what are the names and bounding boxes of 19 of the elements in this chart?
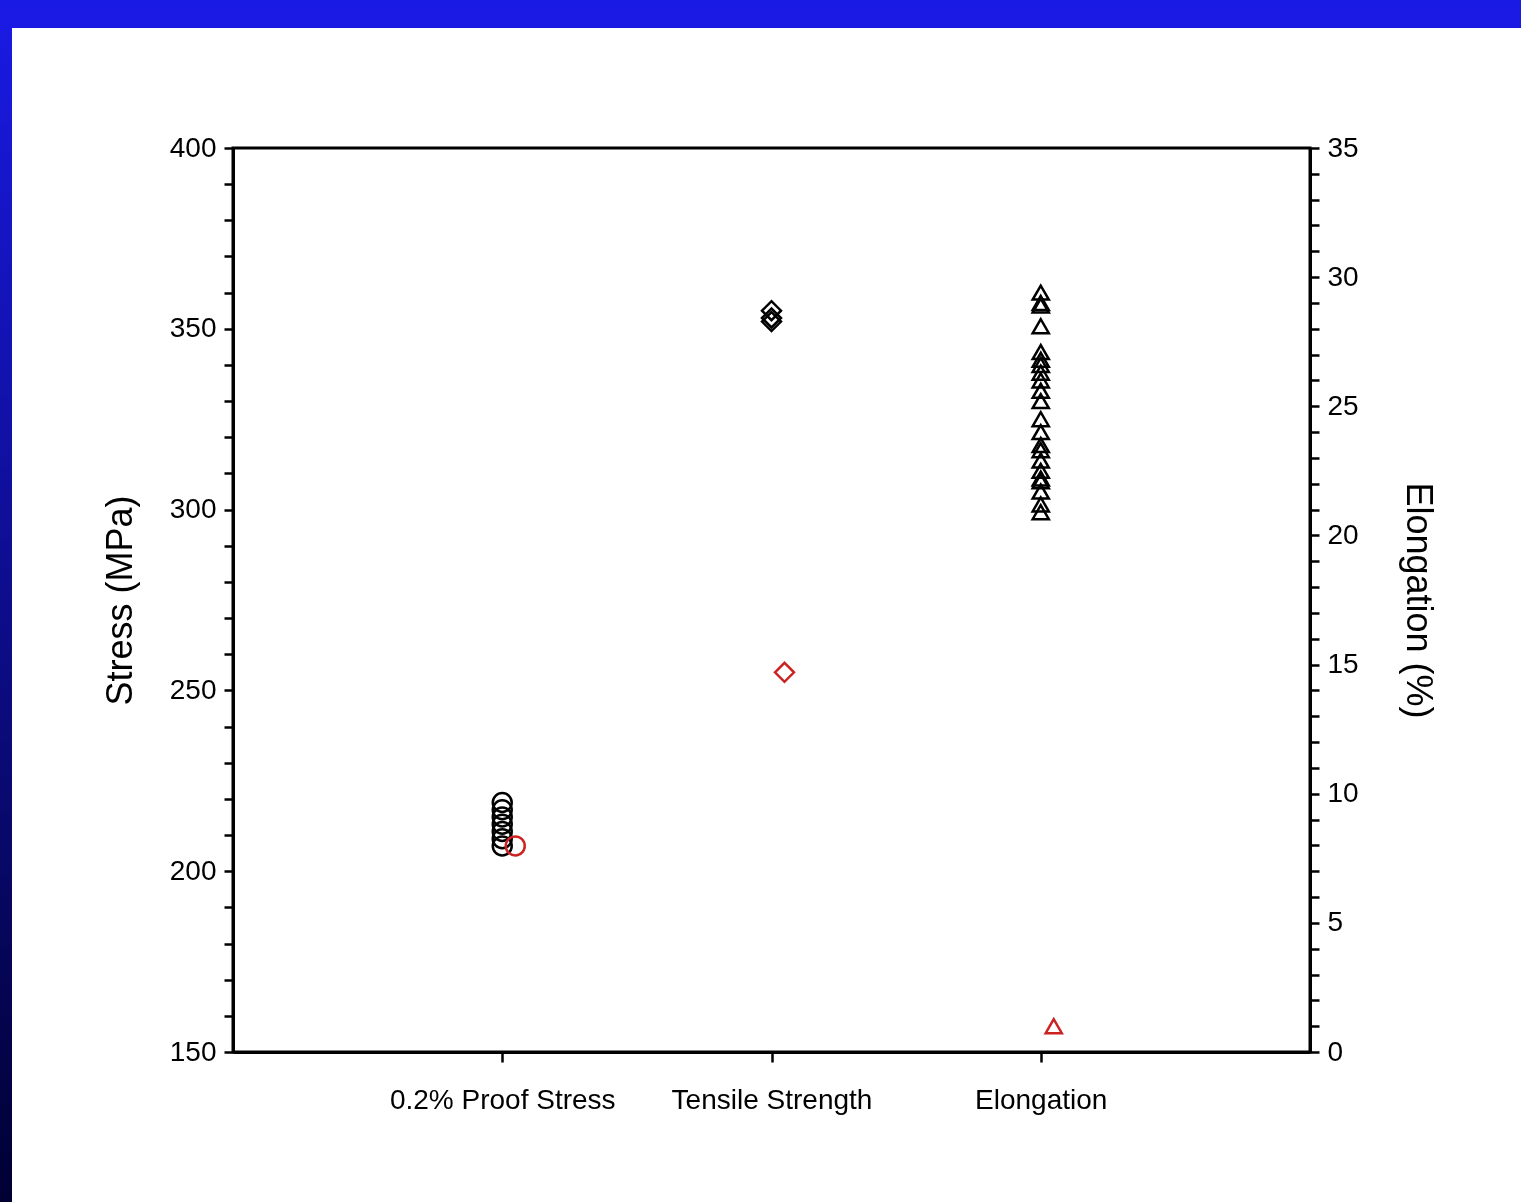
y2-tick-label: 10 (1327, 777, 1359, 809)
y-tick-label: 150 (169, 1035, 217, 1067)
y2-tick-label: 15 (1327, 648, 1359, 680)
x-tick-label: Tensile Strength (671, 1083, 873, 1115)
y2-tick-label: 30 (1327, 260, 1359, 292)
y-tick-label: 350 (169, 312, 217, 344)
y-tick-label: 300 (169, 493, 217, 525)
x-tick-label: 0.2% Proof Stress (389, 1083, 616, 1115)
y2-tick-label: 25 (1327, 389, 1359, 421)
y2-tick-label: 0 (1327, 1035, 1344, 1067)
y-tick-label: 200 (169, 854, 217, 886)
y2-tick-label: 20 (1327, 518, 1359, 550)
y2-tick-label: 5 (1327, 906, 1344, 938)
x-tick-label: Elongation (975, 1083, 1108, 1115)
y-axis-title: Stress (MPa) (98, 495, 140, 706)
y-tick-label: 250 (169, 673, 217, 705)
y2-tick-label: 35 (1327, 131, 1359, 163)
y2-axis-title: Elongation (%) (1398, 482, 1440, 719)
y-tick-label: 400 (169, 131, 217, 163)
